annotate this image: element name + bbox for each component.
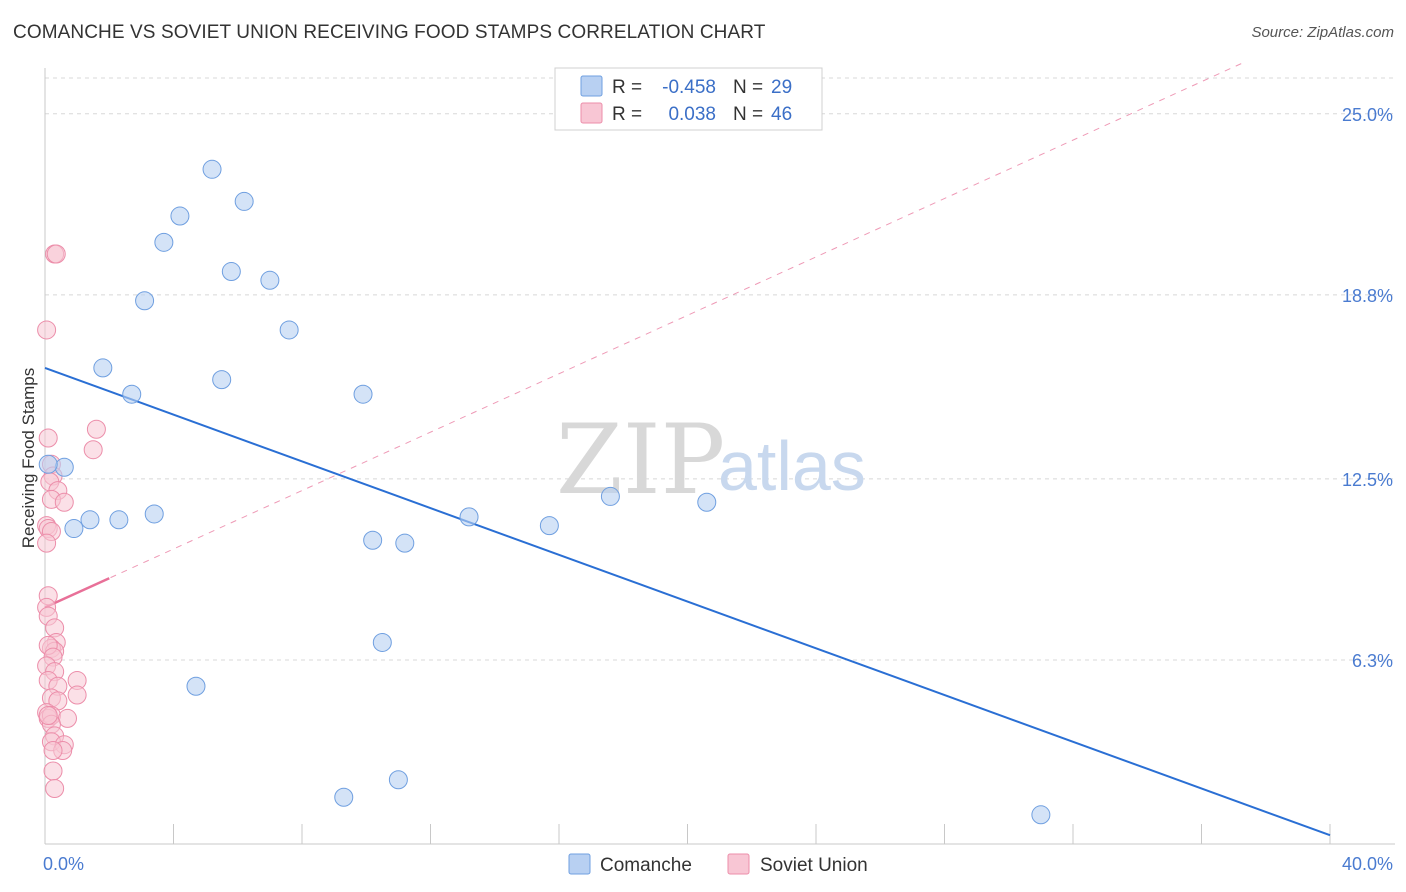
point-comanche	[54, 457, 74, 477]
trendline-comanche	[44, 366, 1331, 837]
point-comanche	[170, 206, 190, 226]
point-comanche	[353, 384, 373, 404]
point-soviet-union	[67, 685, 87, 705]
legend-r-label: R =	[612, 77, 642, 98]
y-tick-label: 25.0%	[1342, 105, 1393, 125]
point-comanche	[38, 454, 58, 474]
point-comanche	[135, 291, 155, 311]
point-comanche	[212, 370, 232, 390]
point-comanche	[459, 507, 479, 527]
y-tick-label: 18.8%	[1342, 286, 1393, 306]
point-comanche	[80, 510, 100, 530]
point-soviet-union	[86, 419, 106, 439]
point-comanche	[372, 632, 392, 652]
point-comanche	[93, 358, 113, 378]
point-comanche	[1031, 805, 1051, 825]
point-soviet-union	[83, 440, 103, 460]
legend-swatch-comanche	[580, 75, 603, 97]
watermark-zip: ZIP	[556, 404, 725, 516]
point-comanche	[388, 770, 408, 790]
trendlines	[44, 60, 1331, 837]
legend-label-comanche: Comanche	[600, 855, 692, 876]
point-comanche	[186, 676, 206, 696]
x-tick-labels: 0.0% 40.0%	[43, 854, 1393, 874]
point-comanche	[600, 486, 620, 506]
point-comanche	[202, 159, 222, 179]
chart-source: Source: ZipAtlas.com	[1251, 24, 1394, 41]
watermark-atlas: atlas	[718, 427, 866, 505]
legend-r-value: 0.038	[668, 104, 716, 125]
legend-r-label: R =	[612, 104, 642, 125]
legend-n-label: N =	[733, 104, 763, 125]
point-comanche	[539, 516, 559, 536]
point-soviet-union	[37, 533, 57, 553]
point-comanche	[154, 232, 174, 252]
legend-bottom: Comanche Soviet Union	[568, 853, 868, 876]
legend-n-value: 46	[771, 104, 792, 125]
legend-swatch-comanche	[568, 853, 591, 875]
chart-title: COMANCHE VS SOVIET UNION RECEIVING FOOD …	[13, 22, 766, 43]
y-tick-label: 12.5%	[1342, 470, 1393, 490]
point-soviet-union	[38, 428, 58, 448]
point-comanche	[363, 530, 383, 550]
point-soviet-union	[38, 705, 58, 725]
point-comanche	[279, 320, 299, 340]
legend-r-value: -0.458	[662, 77, 716, 98]
y-tick-label: 6.3%	[1352, 651, 1393, 671]
legend-label-soviet: Soviet Union	[760, 855, 868, 876]
point-comanche	[260, 270, 280, 290]
legend-n-label: N =	[733, 77, 763, 98]
point-comanche	[122, 384, 142, 404]
point-soviet-union	[37, 320, 57, 340]
point-comanche	[395, 533, 415, 553]
x-tick-label: 40.0%	[1342, 854, 1393, 874]
point-comanche	[109, 510, 129, 530]
point-soviet-union	[46, 244, 66, 264]
legend-swatch-soviet	[580, 102, 603, 124]
gridlines	[45, 77, 1395, 661]
point-soviet-union	[54, 492, 74, 512]
trendline-soviet-extended	[44, 60, 1247, 608]
point-comanche	[64, 519, 84, 539]
data-points	[37, 159, 1051, 825]
watermark: ZIP atlas	[556, 404, 866, 516]
point-comanche	[234, 191, 254, 211]
point-soviet-union	[57, 708, 77, 728]
point-comanche	[144, 504, 164, 524]
point-comanche	[221, 262, 241, 282]
x-tick-label: 0.0%	[43, 854, 84, 874]
point-soviet-union	[43, 741, 63, 761]
y-axis-label: Receiving Food Stamps	[19, 368, 38, 548]
point-soviet-union	[43, 761, 63, 781]
trendline-soviet	[44, 577, 110, 609]
legend-swatch-soviet	[727, 853, 750, 875]
legend-n-value: 29	[771, 77, 792, 98]
legend-top: R = -0.458 N = 29 R = 0.038 N = 46	[554, 67, 823, 131]
point-soviet-union	[45, 779, 65, 799]
point-comanche	[697, 492, 717, 512]
y-tick-labels: 25.0% 18.8% 12.5% 6.3%	[1342, 105, 1393, 671]
point-comanche	[334, 787, 354, 807]
